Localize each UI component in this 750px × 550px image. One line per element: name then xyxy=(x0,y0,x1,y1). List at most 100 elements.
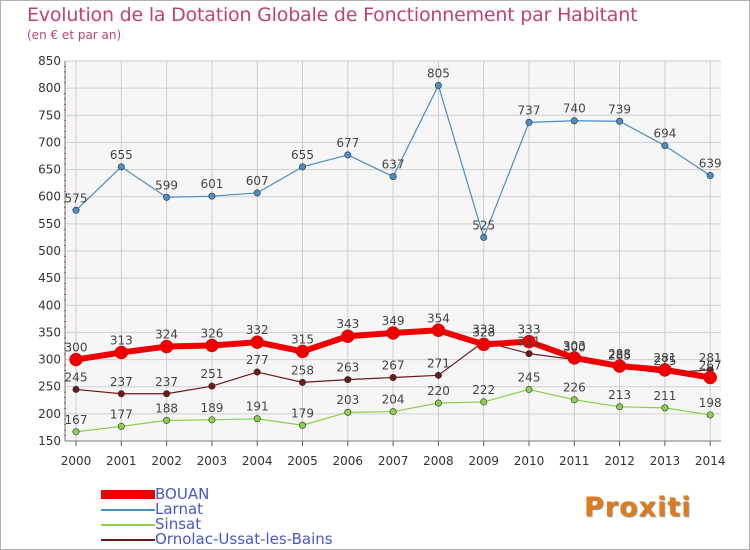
data-point xyxy=(72,206,80,214)
data-point xyxy=(159,339,174,354)
data-point xyxy=(253,189,261,197)
data-point xyxy=(208,192,216,200)
data-point xyxy=(706,172,714,180)
data-point xyxy=(616,117,624,125)
data-point xyxy=(386,326,400,340)
data-point xyxy=(298,421,306,429)
data-label: 277 xyxy=(246,353,269,367)
data-point xyxy=(344,408,352,416)
data-label: 343 xyxy=(336,317,359,331)
data-label: 599 xyxy=(155,178,178,192)
data-point xyxy=(431,323,446,338)
y-tick-label: 800 xyxy=(38,81,61,95)
data-label: 525 xyxy=(472,218,495,232)
data-label: 737 xyxy=(518,103,541,117)
data-point xyxy=(525,385,533,393)
data-point xyxy=(480,233,488,241)
x-tick-label: 2002 xyxy=(151,454,182,468)
x-tick-label: 2010 xyxy=(514,454,545,468)
data-point xyxy=(117,163,125,171)
chart-title: Evolution de la Dotation Globale de Fonc… xyxy=(27,4,638,26)
y-tick-label: 250 xyxy=(38,380,61,394)
y-tick-label: 650 xyxy=(38,163,61,177)
data-point xyxy=(208,416,216,424)
legend-label: Larnat xyxy=(155,500,204,518)
x-tick-label: 2014 xyxy=(695,454,726,468)
data-label: 281 xyxy=(699,351,722,365)
data-point xyxy=(344,151,352,159)
data-point xyxy=(476,337,491,352)
y-tick-label: 700 xyxy=(38,135,61,149)
y-tick-label: 450 xyxy=(38,271,61,285)
data-label: 258 xyxy=(291,363,314,377)
y-tick-label: 750 xyxy=(38,108,61,122)
legend-swatch xyxy=(101,490,155,499)
data-label: 263 xyxy=(336,361,359,375)
x-tick-label: 2000 xyxy=(61,454,92,468)
data-point xyxy=(658,363,672,377)
data-label: 237 xyxy=(110,375,133,389)
legend-label: Sinsat xyxy=(155,515,202,533)
data-point xyxy=(72,385,80,393)
x-tick-label: 2006 xyxy=(333,454,364,468)
data-label: 332 xyxy=(246,323,269,337)
legend-swatch xyxy=(101,509,155,511)
data-point xyxy=(706,411,714,419)
x-tick-label: 2008 xyxy=(423,454,454,468)
legend-label: BOUAN xyxy=(155,485,210,503)
data-label: 189 xyxy=(200,401,223,415)
data-label: 313 xyxy=(110,334,133,348)
proxiti-logo: Proxiti xyxy=(584,492,692,523)
data-label: 226 xyxy=(563,381,586,395)
data-point xyxy=(114,345,129,360)
y-tick-label: 400 xyxy=(38,298,61,312)
data-label: 222 xyxy=(472,383,495,397)
data-point xyxy=(612,359,627,373)
data-label: 349 xyxy=(382,314,405,328)
x-tick-label: 2009 xyxy=(468,454,499,468)
data-point xyxy=(163,416,171,424)
data-label: 191 xyxy=(246,400,269,414)
legend-label: Ornolac-Ussat-les-Bains xyxy=(155,530,333,548)
y-tick-label: 300 xyxy=(38,353,61,367)
data-label: 315 xyxy=(291,332,314,346)
data-point xyxy=(253,368,261,376)
data-point xyxy=(525,118,533,126)
data-label: 303 xyxy=(563,339,586,353)
data-point xyxy=(616,403,624,411)
data-label: 275 xyxy=(653,354,676,368)
data-label: 354 xyxy=(427,311,450,325)
data-point xyxy=(72,428,80,436)
x-tick-label: 2013 xyxy=(650,454,681,468)
data-point xyxy=(69,352,83,367)
data-label: 177 xyxy=(110,407,133,421)
data-label: 245 xyxy=(518,370,541,384)
data-point xyxy=(389,373,397,381)
data-label: 167 xyxy=(65,413,88,427)
y-tick-label: 850 xyxy=(38,54,61,68)
data-label: 285 xyxy=(608,349,631,363)
data-label: 655 xyxy=(110,148,133,162)
legend-swatch xyxy=(101,524,155,526)
data-label: 607 xyxy=(246,174,269,188)
data-point xyxy=(525,350,533,358)
data-label: 188 xyxy=(155,401,178,415)
data-point xyxy=(295,344,310,359)
data-label: 639 xyxy=(699,157,722,171)
x-tick-label: 2005 xyxy=(287,454,318,468)
y-tick-label: 150 xyxy=(38,434,61,448)
data-label: 805 xyxy=(427,66,450,80)
data-label: 575 xyxy=(65,191,88,205)
data-point xyxy=(341,329,355,343)
data-label: 213 xyxy=(608,388,631,402)
y-tick-label: 600 xyxy=(38,190,61,204)
y-tick-label: 550 xyxy=(38,217,61,231)
data-label: 245 xyxy=(65,370,88,384)
data-label: 740 xyxy=(563,102,586,116)
data-point xyxy=(567,351,582,365)
data-point xyxy=(208,382,216,390)
data-point xyxy=(117,390,125,398)
y-tick-label: 500 xyxy=(38,244,61,258)
